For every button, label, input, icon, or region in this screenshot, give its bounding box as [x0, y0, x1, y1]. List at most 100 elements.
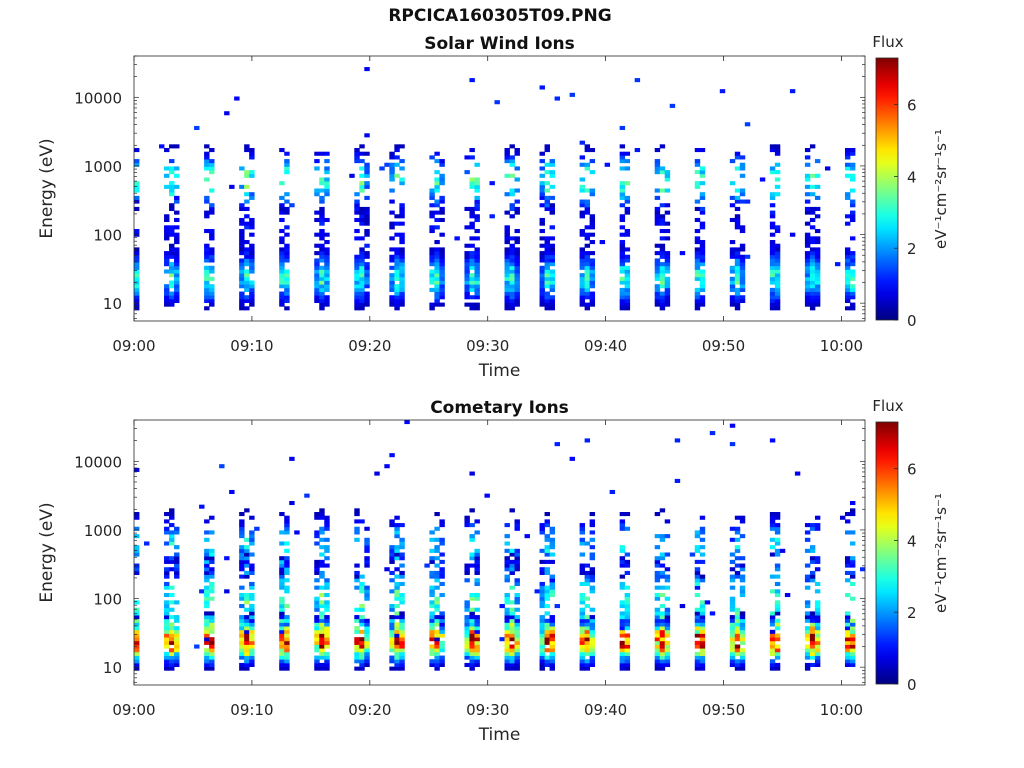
heatmap-cell: [804, 611, 811, 616]
heatmap-cell: [849, 556, 856, 561]
heatmap-cell: [549, 251, 555, 256]
heatmap-cell: [399, 221, 405, 226]
heatmap-cell: [134, 648, 140, 653]
heatmap-cell: [429, 273, 435, 278]
heatmap-cell: [464, 655, 470, 660]
heatmap-cell: [659, 251, 666, 256]
heatmap-cell: [814, 637, 821, 642]
heatmap-cell: [434, 596, 440, 601]
heatmap-cell: [589, 258, 596, 263]
heatmap-cell: [244, 262, 250, 267]
heatmap-cell: [399, 159, 405, 164]
heatmap-cell: [584, 210, 591, 215]
heatmap-cell: [769, 519, 776, 524]
heatmap-cell: [434, 629, 440, 634]
heatmap-cell: [364, 295, 370, 300]
heatmap-cell: [359, 159, 365, 164]
heatmap-cell: [549, 298, 555, 303]
heatmap-cell: [589, 629, 596, 634]
heatmap-cell: [244, 273, 250, 278]
heatmap-cell: [664, 258, 671, 263]
heatmap-cell: [399, 247, 405, 252]
heatmap-cell: [279, 655, 285, 660]
heatmap-cell: [654, 166, 661, 171]
heatmap-cell: [469, 659, 475, 664]
heatmap-cell: [434, 633, 440, 638]
heatmap-cell: [174, 287, 180, 292]
heatmap-cell: [619, 166, 626, 171]
heatmap-cell: [284, 162, 290, 167]
heatmap-cell: [324, 633, 330, 638]
heatmap-cell: [434, 273, 440, 278]
heatmap-cell: [504, 567, 510, 572]
heatmap-cell: [244, 269, 250, 274]
heatmap-cell: [209, 644, 215, 649]
heatmap-cell: [844, 530, 851, 535]
heatmap-cell: [474, 581, 480, 587]
heatmap-cell: [244, 633, 250, 638]
heatmap-cell: [814, 662, 821, 667]
heatmap-cell: [319, 574, 325, 579]
heatmap-cell: [739, 515, 746, 520]
heatmap-cell: [294, 530, 300, 535]
heatmap-cell: [464, 251, 470, 256]
heatmap-cell: [314, 563, 320, 568]
heatmap-cell: [469, 273, 475, 278]
heatmap-cell: [249, 251, 255, 256]
heatmap-cell: [694, 236, 701, 241]
heatmap-cell: [239, 534, 245, 539]
heatmap-cell: [354, 618, 360, 623]
heatmap-cell: [694, 273, 701, 278]
heatmap-cell: [134, 247, 140, 252]
heatmap-cell: [619, 302, 626, 307]
heatmap-cell: [664, 578, 671, 583]
heatmap-cell: [474, 648, 480, 653]
heatmap-cell: [244, 170, 250, 175]
heatmap-cell: [319, 177, 325, 182]
heatmap-cell: [579, 622, 586, 627]
heatmap-cell: [849, 188, 856, 193]
heatmap-cell: [324, 273, 330, 278]
heatmap-cell: [389, 287, 395, 292]
heatmap-cell: [204, 556, 210, 561]
heatmap-cell: [664, 221, 671, 226]
heatmap-cell: [434, 199, 440, 204]
heatmap-cell: [174, 662, 180, 667]
heatmap-cell: [474, 295, 480, 300]
heatmap-cell: [549, 526, 555, 531]
heatmap-cell: [359, 251, 365, 256]
heatmap-cell: [654, 629, 661, 634]
heatmap-cell: [589, 640, 596, 645]
heatmap-cell: [474, 236, 480, 241]
heatmap-cell: [619, 640, 626, 645]
heatmap-cell: [619, 655, 626, 660]
heatmap-cell: [169, 633, 175, 638]
heatmap-cell: [699, 273, 706, 278]
heatmap-cell: [509, 144, 515, 149]
heatmap-cell: [204, 284, 210, 289]
heatmap-cell: [434, 181, 440, 186]
heatmap-cell: [544, 291, 550, 296]
heatmap-cell: [619, 195, 626, 200]
heatmap-cell: [624, 159, 631, 164]
heatmap-cell: [509, 633, 515, 638]
heatmap-cell: [204, 633, 210, 638]
heatmap-cell: [324, 655, 330, 660]
heatmap-cell: [619, 243, 626, 248]
heatmap-cell: [814, 298, 821, 303]
heatmap-cell: [209, 640, 215, 645]
heatmap-cell: [604, 162, 611, 167]
heatmap-cell: [814, 523, 821, 528]
heatmap-cell: [244, 184, 250, 189]
heatmap-cell: [734, 254, 741, 259]
heatmap-cell: [314, 629, 320, 634]
heatmap-cell: [174, 232, 180, 237]
heatmap-cell: [359, 217, 365, 223]
heatmap-cell: [469, 618, 475, 623]
heatmap-cell: [244, 295, 250, 300]
heatmap-cell: [779, 548, 786, 553]
heatmap-cell: [694, 622, 701, 627]
heatmap-cell: [324, 258, 330, 263]
heatmap-cell: [469, 648, 475, 653]
heatmap-cell: [804, 232, 811, 237]
